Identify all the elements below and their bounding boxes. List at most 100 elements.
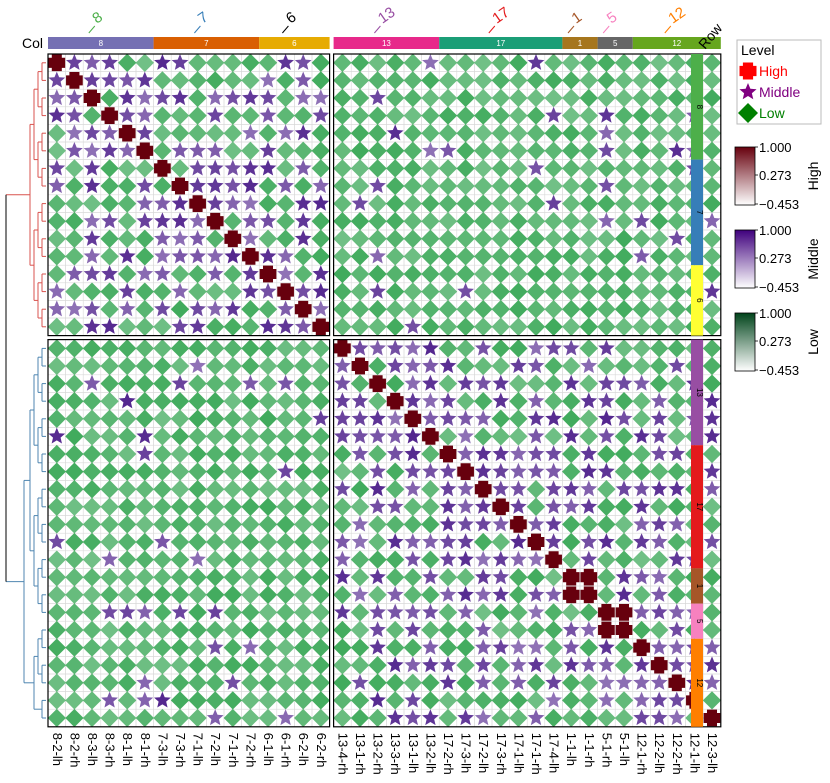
mark-star [633, 603, 650, 620]
col-tick-label: 13-1-lh [406, 733, 421, 773]
mark-star [527, 550, 545, 567]
mark-diamond [438, 691, 458, 710]
mark-star [242, 159, 259, 176]
mark-star [206, 638, 224, 655]
mark-diamond [206, 229, 225, 248]
mark-star [457, 515, 474, 532]
mark-diamond [386, 317, 405, 336]
mark-diamond [65, 515, 84, 534]
mark-star [334, 568, 351, 585]
mark-diamond [47, 356, 66, 376]
mark-star [171, 194, 189, 211]
mark-diamond [153, 603, 172, 622]
mark-diamond [667, 339, 686, 358]
mark-star [259, 159, 277, 176]
mark-diamond [223, 620, 242, 640]
mark-star [422, 603, 439, 620]
mark-star [101, 124, 118, 141]
mark-star [242, 124, 259, 141]
mark-diamond [100, 194, 119, 213]
mark-diamond [474, 141, 493, 160]
mark-diamond [403, 141, 422, 160]
mark-diamond [294, 638, 313, 657]
col-tick-label: 6-2-rh [314, 733, 329, 768]
mark-diamond [562, 229, 581, 248]
mark-diamond [509, 247, 528, 266]
mark-cross [136, 142, 154, 160]
mark-star [650, 709, 668, 726]
mark-diamond [562, 550, 581, 569]
mark-diamond [170, 300, 190, 319]
mark-diamond [170, 656, 190, 675]
mark-diamond [153, 444, 172, 464]
mark-cross [277, 283, 294, 300]
col-annotation-block [439, 37, 563, 49]
mark-star [118, 300, 136, 317]
mark-star [118, 89, 136, 106]
mark-diamond [311, 124, 330, 143]
mark-diamond [667, 247, 686, 266]
col-tick-label: 13-2-lh [423, 733, 438, 773]
mark-diamond [294, 392, 313, 411]
legend-level-label: High [759, 63, 788, 79]
color-scale-tick-label: 1.000 [759, 306, 792, 321]
mark-diamond [258, 339, 278, 358]
mark-diamond [562, 673, 581, 692]
group-title: 6 [283, 9, 300, 28]
mark-star [294, 212, 312, 229]
mark-star [369, 462, 386, 479]
mark-diamond [474, 176, 493, 196]
mark-star [422, 533, 439, 550]
mark-diamond [65, 638, 84, 657]
mark-diamond [491, 620, 510, 640]
mark-diamond [650, 247, 669, 266]
mark-diamond [456, 568, 475, 587]
mark-diamond [368, 71, 387, 90]
mark-diamond [311, 568, 330, 587]
mark-diamond [386, 620, 405, 640]
mark-diamond [188, 88, 207, 108]
mark-diamond [350, 374, 370, 393]
mark-diamond [438, 264, 458, 284]
mark-star [633, 427, 650, 444]
mark-star [404, 480, 422, 497]
mark-star [703, 427, 721, 444]
mark-diamond [65, 194, 84, 213]
mark-diamond [223, 444, 242, 464]
col-tick-label: 17-4-lh [547, 733, 562, 773]
mark-diamond [82, 356, 102, 376]
mark-star [334, 392, 351, 409]
mark-star [457, 550, 474, 567]
mark-diamond [562, 194, 581, 213]
mark-diamond [206, 691, 225, 710]
mark-star [206, 194, 224, 211]
mark-diamond [294, 409, 313, 428]
mark-diamond [526, 212, 546, 231]
mark-diamond [526, 229, 546, 248]
col-tick-label: 5-1-rh [599, 733, 614, 768]
mark-star [242, 89, 259, 106]
mark-star [527, 586, 545, 602]
mark-diamond [47, 194, 66, 213]
mark-diamond [100, 339, 119, 358]
col-tick-label: 8-2-lh [50, 733, 65, 766]
mark-star [457, 445, 474, 462]
mark-cross [101, 107, 118, 124]
mark-diamond [544, 53, 563, 72]
mark-star [545, 445, 562, 462]
mark-cross [66, 72, 83, 89]
mark-diamond [632, 106, 651, 125]
mark-diamond [276, 141, 295, 160]
mark-diamond [350, 656, 370, 675]
mark-diamond [403, 53, 422, 72]
mark-diamond [474, 247, 493, 266]
mark-diamond [65, 176, 84, 196]
mark-diamond [456, 656, 475, 675]
mark-diamond [294, 585, 313, 604]
mark-diamond [276, 339, 295, 358]
mark-star [259, 212, 277, 229]
mark-cross [633, 639, 650, 656]
mark-diamond [153, 106, 172, 125]
